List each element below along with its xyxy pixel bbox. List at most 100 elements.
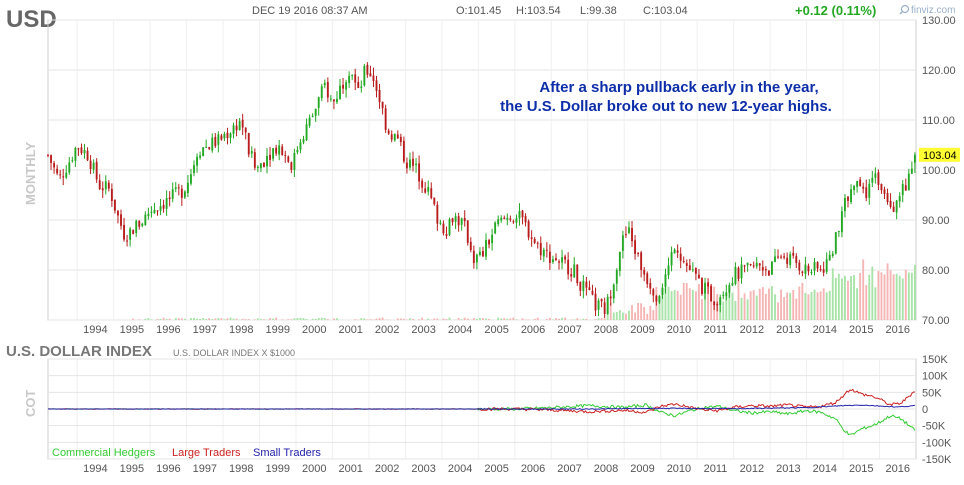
volume-bar [814,290,816,320]
volume-bar [637,303,639,320]
price-tick-label: 80.00 [922,265,950,277]
candle-body [795,256,797,263]
candle-body [716,304,718,305]
x-tick-label: 1994 [83,324,107,336]
candle-body [631,228,633,241]
volume-bar [701,299,703,320]
cot-lines [48,389,915,434]
candle-body [771,262,773,275]
candle-body [525,216,527,222]
candle-body [135,221,137,233]
volume-bar [336,318,338,320]
candle-body [400,137,402,142]
volume-bar [734,301,736,320]
cot-legend: Commercial Hedgers Large Traders Small T… [52,447,321,459]
candle-body [77,148,79,149]
candle-body [689,265,691,270]
candle-body [497,219,499,224]
volume-bar [829,291,831,320]
volume-bar [506,319,508,320]
volume-bar [564,318,566,320]
magnifier-icon [902,6,909,13]
candle-body [74,148,76,161]
candle-body [415,164,417,165]
candle-body [491,235,493,243]
volume-bar [403,319,405,320]
volume-bar [847,281,849,320]
candle-body [68,162,70,172]
volume-bar [397,318,399,320]
volume-bar [363,318,365,320]
volume-bar [649,306,651,320]
candle-body [312,116,314,117]
candle-body [126,241,128,242]
candle-body [333,99,335,101]
volume-bar [841,278,843,320]
candle-body [345,82,347,89]
cot-x-tick-label: 2006 [521,463,545,475]
candle-body [108,183,110,189]
volume-bar [236,319,238,320]
volume-bar [731,293,733,320]
candle-body [175,187,177,189]
candle-body [141,224,143,226]
candle-body [619,252,621,271]
candle-body [598,301,600,310]
cot-x-tick-label: 2002 [375,463,399,475]
candle-body [449,219,451,235]
last-price-label: 103.04 [923,150,957,162]
candle-body [503,218,505,219]
candle-body [464,218,466,221]
volume-bar [771,286,773,320]
candle-body [652,289,654,295]
volume-bar [625,314,627,320]
candle-body [841,211,843,232]
candle-body [856,181,858,187]
candle-body [674,250,676,254]
cot-title: U.S. DOLLAR INDEX [6,343,152,360]
volume-bar [512,318,514,320]
volume-bar [500,318,502,320]
volume-bar [686,283,688,320]
candle-body [452,218,454,222]
cot-x-tick-label: 2010 [667,463,691,475]
candle-body [555,258,557,260]
candle-body [902,184,904,195]
candle-body [570,274,572,276]
candle-body [540,243,542,255]
price-tick-label: 100.00 [922,165,956,177]
cot-x-tick-label: 1995 [120,463,144,475]
volume-bar [582,319,584,320]
volume-bar [205,319,207,320]
candle-body [327,82,329,98]
candle-body [275,148,277,154]
volume-bar [795,299,797,320]
candle-body [446,234,448,236]
x-tick-label: 2016 [886,324,910,336]
candle-body [482,251,484,256]
x-tick-label: 2002 [375,324,399,336]
candle-body [561,257,563,262]
candle-body [391,134,393,139]
volume-bar [896,274,898,320]
magnifier-handle [900,12,903,15]
candle-body [476,255,478,263]
candle-body [236,126,238,131]
volume-bar [753,290,755,320]
candle-body [376,80,378,91]
cot-x-tick-label: 2000 [302,463,326,475]
candle-body [811,272,813,273]
volume-bar [166,319,168,320]
candle-body [120,214,122,226]
candle-body [467,220,469,242]
candle-body [211,138,213,151]
x-tick-label: 2003 [411,324,435,336]
volume-bar [479,318,481,320]
volume-bar [765,294,767,320]
volume-bar [622,313,624,320]
candle-body [798,263,800,271]
volume-bar [902,278,904,320]
candle-body [251,151,253,153]
candle-body [84,150,86,153]
candle-body [150,212,152,213]
